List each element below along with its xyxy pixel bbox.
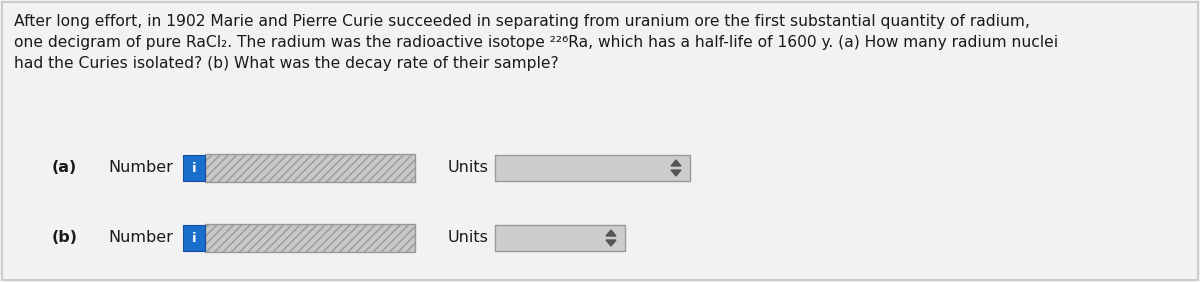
Text: Units: Units	[448, 230, 488, 246]
Text: Units: Units	[448, 160, 488, 175]
Polygon shape	[606, 230, 616, 236]
Polygon shape	[671, 160, 682, 166]
Text: (b): (b)	[52, 230, 78, 246]
FancyBboxPatch shape	[182, 225, 205, 251]
Text: i: i	[192, 162, 197, 175]
FancyBboxPatch shape	[182, 155, 205, 181]
Text: i: i	[192, 232, 197, 244]
Polygon shape	[606, 240, 616, 246]
FancyBboxPatch shape	[496, 155, 690, 181]
Polygon shape	[671, 170, 682, 176]
Text: Number: Number	[108, 160, 173, 175]
Text: had the Curies isolated? (b) What was the decay rate of their sample?: had the Curies isolated? (b) What was th…	[14, 56, 559, 71]
FancyBboxPatch shape	[496, 225, 625, 251]
Text: (a): (a)	[52, 160, 77, 175]
Text: After long effort, in 1902 Marie and Pierre Curie succeeded in separating from u: After long effort, in 1902 Marie and Pie…	[14, 14, 1030, 29]
FancyBboxPatch shape	[205, 154, 415, 182]
FancyBboxPatch shape	[205, 224, 415, 252]
Text: Number: Number	[108, 230, 173, 246]
Text: one decigram of pure RaCl₂. The radium was the radioactive isotope ²²⁶Ra, which : one decigram of pure RaCl₂. The radium w…	[14, 35, 1058, 50]
